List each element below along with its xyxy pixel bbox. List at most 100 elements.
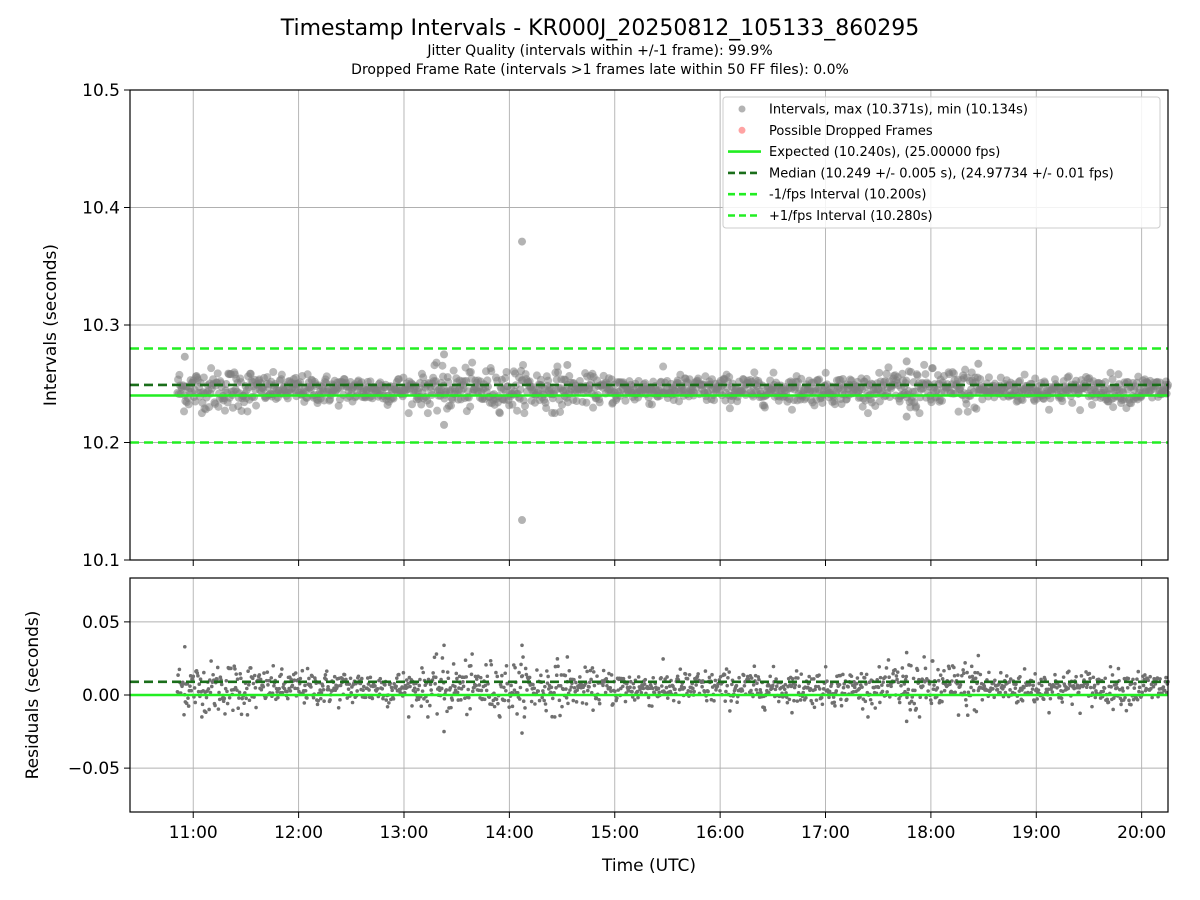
residual-point: [535, 668, 539, 672]
residual-point: [689, 689, 693, 694]
residual-point: [642, 682, 647, 686]
residual-point: [884, 666, 889, 670]
chart-title: Timestamp Intervals - KR000J_20250812_10…: [280, 16, 920, 41]
residual-point: [704, 698, 709, 703]
residual-point: [211, 672, 215, 677]
residual-point: [375, 687, 380, 691]
residual-point: [288, 689, 293, 693]
residual-point: [396, 672, 401, 677]
residual-point: [755, 681, 759, 686]
residual-point: [1008, 688, 1012, 692]
residual-point: [771, 664, 776, 669]
residual-point: [225, 689, 229, 694]
interval-point: [519, 361, 528, 370]
residual-point: [494, 670, 498, 675]
residual-point: [589, 677, 593, 682]
residual-point: [244, 696, 248, 701]
residual-point: [659, 676, 663, 680]
residual-point: [574, 700, 579, 704]
legend-label-4: -1/fps Interval (10.200s): [769, 188, 926, 203]
residual-point: [976, 653, 981, 658]
residual-point: [489, 662, 494, 667]
residual-point: [344, 677, 348, 682]
residual-point: [529, 699, 534, 704]
residual-point: [554, 685, 558, 690]
residual-point: [196, 674, 200, 678]
residual-point: [1136, 669, 1141, 674]
interval-point: [582, 398, 591, 407]
residual-point: [536, 689, 541, 693]
residual-point: [604, 676, 609, 681]
interval-point: [821, 368, 830, 377]
residual-point: [215, 677, 219, 681]
residual-point: [1142, 677, 1147, 682]
residual-point: [359, 676, 364, 681]
residual-point: [964, 703, 969, 708]
bottom-xtick-label: 20:00: [1117, 823, 1166, 843]
residual-point: [1048, 696, 1053, 701]
interval-point: [902, 376, 911, 385]
residual-point: [1070, 702, 1074, 707]
interval-point: [760, 403, 769, 412]
residual-point: [729, 699, 733, 703]
residual-point: [394, 684, 398, 689]
residual-point: [1032, 699, 1037, 704]
residual-point: [1129, 702, 1133, 707]
residual-point: [197, 682, 202, 687]
residual-point: [678, 667, 683, 671]
residual-point: [773, 687, 778, 692]
residual-point: [348, 676, 353, 681]
residual-point: [1008, 677, 1013, 681]
residual-point: [560, 704, 564, 709]
residual-point: [347, 682, 352, 686]
interval-point: [902, 412, 911, 421]
residual-point: [962, 690, 967, 695]
residual-point: [706, 689, 710, 694]
residual-point: [428, 703, 432, 708]
residual-point: [594, 696, 599, 700]
residual-point: [813, 684, 818, 689]
residual-point: [792, 698, 796, 703]
interval-point: [432, 358, 441, 367]
residual-point: [742, 683, 747, 688]
residual-point: [1131, 677, 1135, 682]
residual-point: [248, 666, 253, 670]
residual-point: [556, 664, 560, 669]
residual-point: [1020, 698, 1025, 703]
residual-point: [903, 689, 907, 694]
residual-point: [338, 698, 342, 702]
residual-point: [469, 663, 473, 668]
residual-point: [591, 708, 595, 712]
residual-point: [542, 698, 546, 703]
interval-point: [920, 360, 929, 369]
interval-point: [213, 369, 222, 378]
residual-point: [771, 683, 775, 688]
residual-point: [675, 674, 680, 679]
residual-point: [408, 684, 412, 689]
interval-point: [621, 396, 630, 405]
residual-point: [519, 662, 523, 667]
residual-point: [1109, 685, 1113, 689]
residual-point: [942, 688, 947, 693]
residual-point: [575, 688, 580, 692]
top-ytick-label: 10.2: [82, 434, 120, 454]
interval-point: [962, 399, 971, 408]
residual-point: [913, 688, 917, 693]
residual-point: [305, 666, 310, 671]
interval-point: [501, 374, 510, 383]
interval-point: [1106, 368, 1115, 377]
residual-point: [242, 701, 246, 706]
residual-point: [272, 684, 276, 688]
interval-point: [565, 372, 574, 381]
residual-point: [463, 658, 468, 663]
residual-point: [896, 680, 901, 685]
residual-point: [189, 688, 194, 693]
residual-point: [601, 668, 606, 673]
residual-point: [851, 689, 856, 694]
residual-point: [694, 683, 698, 687]
residual-point: [459, 687, 464, 691]
residual-point: [464, 675, 469, 679]
residual-point: [225, 701, 230, 706]
interval-point: [769, 368, 778, 377]
residual-point: [987, 670, 991, 675]
